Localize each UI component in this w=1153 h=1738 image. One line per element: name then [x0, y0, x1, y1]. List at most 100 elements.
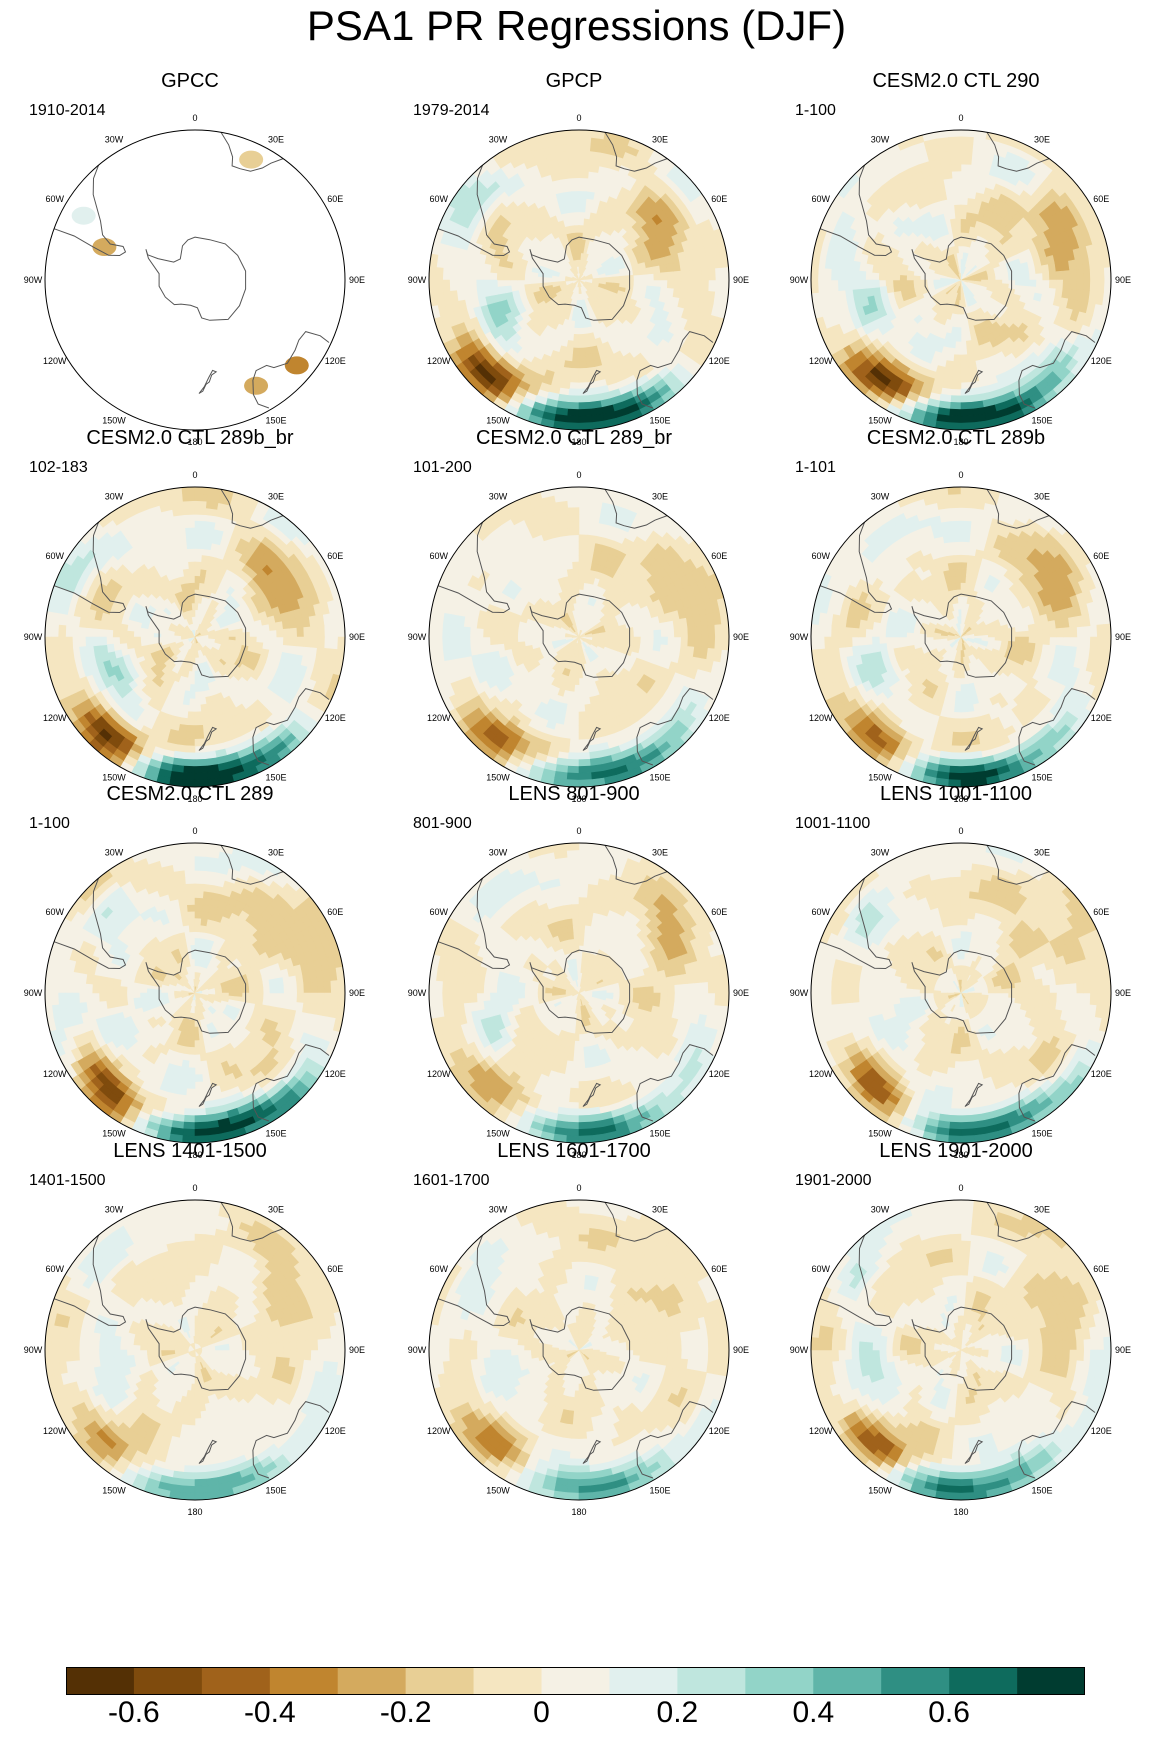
map-panel: CESM2.0 CTL 289b_br 102-183 0 30E 60E 90E 120E…	[0, 427, 380, 807]
longitude-label: 60W	[45, 1264, 64, 1274]
map-panel: CESM2.0 CTL 289b 1-101 0 30E 60E 90E 120E 150E 1…	[766, 427, 1146, 807]
longitude-label: 60E	[711, 194, 727, 204]
longitude-label: 0	[192, 470, 197, 480]
map-panel: LENS 1901-2000 1901-2000 0 30E 60E 90E 120E 150…	[766, 1140, 1146, 1520]
longitude-label: 150W	[486, 772, 510, 782]
colorbar-swatch	[677, 1667, 746, 1695]
colorbar-swatch	[541, 1667, 610, 1695]
panel-period: 1-100	[795, 102, 836, 119]
panel-period: 1-101	[795, 459, 836, 476]
longitude-label: 30W	[489, 848, 508, 858]
panel-title: CESM2.0 CTL 289	[106, 783, 274, 805]
longitude-label: 30W	[489, 492, 508, 502]
longitude-label: 60E	[1093, 907, 1109, 917]
longitude-label: 60W	[811, 907, 830, 917]
panel-period: 101-200	[413, 459, 472, 476]
longitude-label: 30W	[105, 1205, 124, 1215]
longitude-label: 120E	[709, 1426, 730, 1436]
longitude-label: 180	[187, 1150, 202, 1160]
map-panel: LENS 1401-1500 1401-1500 0 30E 60E 90E 120E 150…	[0, 1140, 380, 1520]
longitude-label: 30W	[871, 492, 890, 502]
longitude-label: 120W	[809, 1426, 833, 1436]
map-panel: LENS 801-900 801-900 0 30E 60E 90E 120E 150E 180…	[384, 783, 764, 1163]
panel-title: CESM2.0 CTL 289b	[866, 427, 1046, 449]
colorbar-swatch	[949, 1667, 1018, 1695]
longitude-label: 60W	[45, 194, 64, 204]
longitude-label: 30W	[105, 135, 124, 145]
longitude-label: 120W	[809, 356, 833, 366]
longitude-label: 30E	[268, 492, 284, 502]
longitude-label: 30W	[105, 848, 124, 858]
longitude-label: 180	[571, 794, 586, 804]
longitude-label: 120W	[43, 1069, 67, 1079]
longitude-label: 150E	[1031, 772, 1052, 782]
longitude-label: 60E	[1093, 194, 1109, 204]
longitude-label: 90W	[408, 1345, 427, 1355]
longitude-label: 60W	[45, 551, 64, 561]
longitude-label: 90W	[408, 275, 427, 285]
longitude-label: 150W	[102, 1485, 126, 1495]
longitude-label: 90E	[733, 632, 749, 642]
longitude-label: 90W	[790, 988, 809, 998]
longitude-label: 60W	[45, 907, 64, 917]
longitude-label: 90E	[1115, 632, 1131, 642]
map-panel: CESM2.0 CTL 289_br 101-200 0 30E 60E 90E 120E 1…	[384, 427, 764, 807]
panel-title: LENS 1401-1500	[113, 1140, 267, 1162]
longitude-label: 0	[958, 470, 963, 480]
panel-title: LENS 801-900	[508, 783, 640, 805]
longitude-label: 90E	[733, 275, 749, 285]
longitude-label: 150E	[649, 415, 670, 425]
longitude-label: 0	[576, 826, 581, 836]
panel-period: 102-183	[29, 459, 88, 476]
longitude-label: 60W	[429, 907, 448, 917]
polar-map: 0 30E 60E 90E 120E 150E 180 150W 120W 90W 60W 30W	[790, 1183, 1131, 1517]
longitude-label: 180	[571, 1150, 586, 1160]
longitude-label: 150E	[649, 1485, 670, 1495]
colorbar-tick-label: 0.2	[656, 1696, 699, 1729]
longitude-label: 30E	[652, 492, 668, 502]
longitude-label: 150W	[486, 415, 510, 425]
longitude-label: 60W	[429, 1264, 448, 1274]
longitude-label: 60E	[327, 907, 343, 917]
longitude-label: 0	[576, 1183, 581, 1193]
map-panel: LENS 1601-1700 1601-1700 0 30E 60E 90E 120E 150…	[384, 1140, 764, 1520]
longitude-label: 120W	[809, 1069, 833, 1079]
longitude-label: 90W	[408, 632, 427, 642]
longitude-label: 60E	[711, 551, 727, 561]
longitude-label: 90W	[24, 1345, 43, 1355]
longitude-label: 180	[187, 794, 202, 804]
map-panel: LENS 1001-1100 1001-1100 0 30E 60E 90E 120E 150…	[766, 783, 1146, 1163]
longitude-label: 60W	[811, 1264, 830, 1274]
longitude-label: 90E	[349, 275, 365, 285]
longitude-label: 120W	[427, 1426, 451, 1436]
longitude-label: 30E	[268, 135, 284, 145]
longitude-label: 0	[192, 826, 197, 836]
longitude-label: 90W	[24, 275, 43, 285]
longitude-label: 120W	[809, 713, 833, 723]
longitude-label: 30E	[652, 1205, 668, 1215]
longitude-label: 90W	[408, 988, 427, 998]
longitude-label: 120W	[43, 356, 67, 366]
longitude-label: 180	[187, 1507, 202, 1517]
longitude-label: 120E	[1091, 1069, 1112, 1079]
longitude-label: 90E	[349, 988, 365, 998]
longitude-label: 60E	[711, 1264, 727, 1274]
longitude-label: 60E	[327, 1264, 343, 1274]
longitude-label: 60E	[711, 907, 727, 917]
longitude-label: 30W	[871, 135, 890, 145]
polar-map: 0 30E 60E 90E 120E 150E 180 150W 120W 90W 60W 30W	[24, 1183, 365, 1517]
longitude-label: 120W	[43, 1426, 67, 1436]
longitude-label: 30E	[652, 135, 668, 145]
longitude-label: 30W	[871, 1205, 890, 1215]
longitude-label: 120E	[1091, 1426, 1112, 1436]
longitude-label: 150W	[486, 1128, 510, 1138]
longitude-label: 30E	[1034, 492, 1050, 502]
longitude-label: 120E	[709, 356, 730, 366]
longitude-label: 120E	[325, 1426, 346, 1436]
panel-period: 1901-2000	[795, 1172, 872, 1189]
colorbar-swatch	[201, 1667, 271, 1695]
longitude-label: 60W	[429, 551, 448, 561]
longitude-label: 180	[953, 1150, 968, 1160]
longitude-label: 60W	[811, 551, 830, 561]
panel-title: CESM2.0 CTL 290	[872, 70, 1040, 92]
